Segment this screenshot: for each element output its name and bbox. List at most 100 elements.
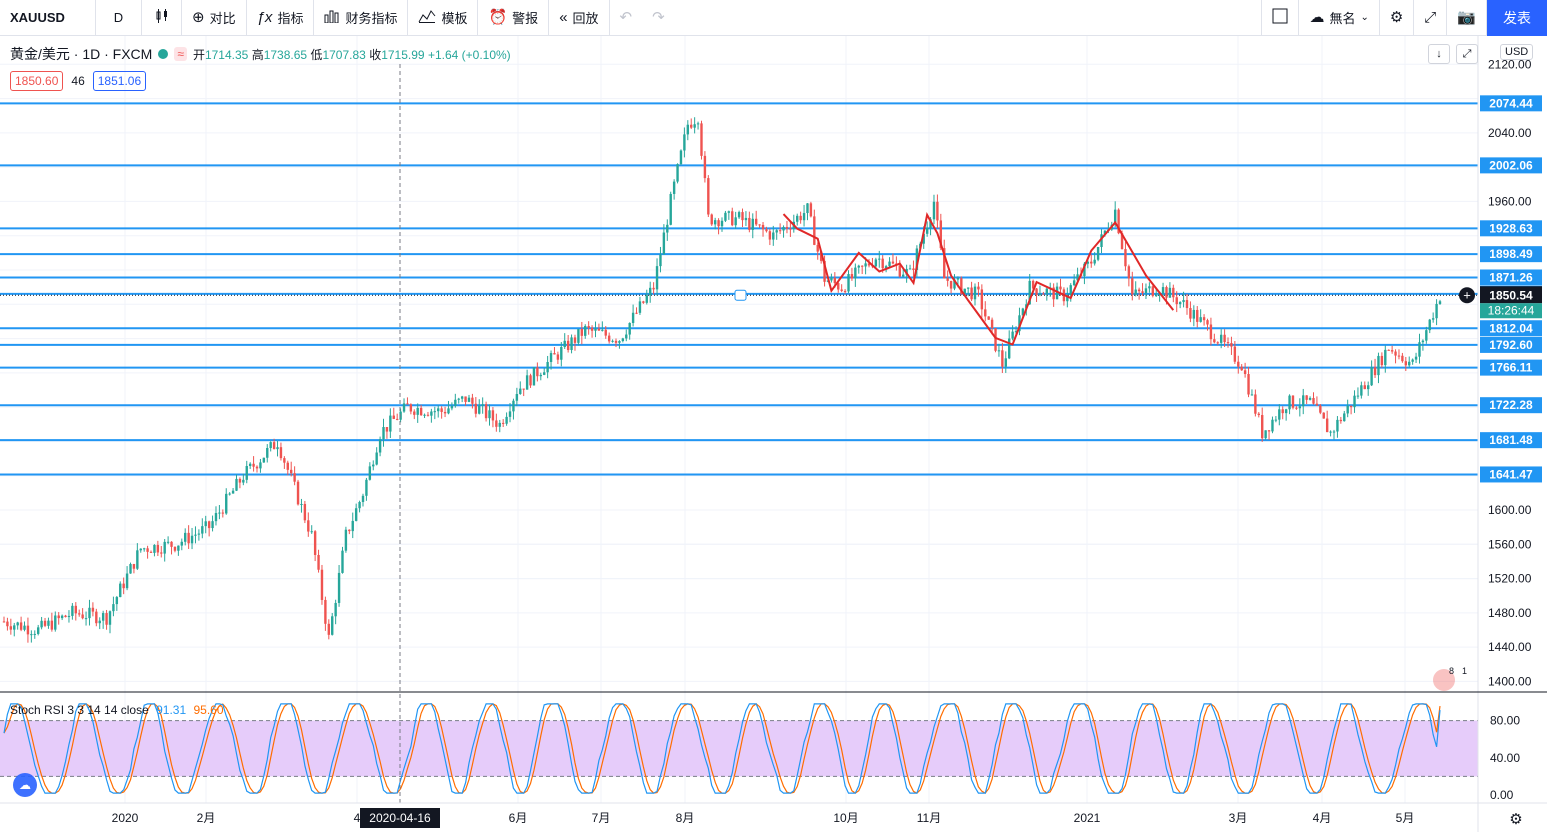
candle-body [426, 414, 430, 416]
level-price-label: 1766.11 [1490, 361, 1533, 375]
candle-body [327, 623, 331, 635]
candle-body [987, 316, 990, 320]
close-label: 收 [369, 47, 382, 62]
candle-body [259, 462, 262, 469]
candle-body [389, 415, 392, 432]
candle-body [1230, 343, 1233, 347]
time-axis-label: 6月 [509, 811, 528, 825]
alert-button[interactable]: ⏰ 警报 [478, 0, 550, 36]
candle-body [1233, 346, 1237, 362]
candle-body [1219, 334, 1223, 343]
high-label: 高 [251, 47, 264, 62]
candle-body [406, 403, 409, 405]
candle-body [966, 287, 970, 289]
candle-body [1001, 350, 1004, 367]
maximize-pane-button[interactable]: ⤢ [1456, 44, 1478, 64]
templates-button[interactable]: 模板 [408, 0, 479, 36]
candle-body [635, 312, 638, 314]
snapshot-button[interactable]: 📷 [1447, 0, 1487, 36]
candle-body [676, 164, 679, 182]
candle-body [1004, 358, 1007, 367]
chevron-down-icon: ⌄ [1360, 11, 1369, 23]
candle-body [1117, 209, 1120, 234]
candle-body [310, 531, 313, 533]
candle-body [867, 263, 871, 266]
zigzag-pattern-line[interactable] [782, 212, 1175, 346]
candle-body [980, 289, 984, 310]
candle-body [840, 289, 843, 291]
candle-body [136, 550, 139, 569]
candle-body [1035, 288, 1038, 295]
candle-body [744, 217, 748, 221]
settings-button[interactable]: ⚙ [1380, 0, 1415, 36]
candle-body [1267, 430, 1271, 432]
currency-label[interactable]: USD [1500, 44, 1534, 60]
events-flag-icon[interactable] [1433, 669, 1455, 691]
interval-button[interactable]: D [96, 0, 142, 36]
candle-body [645, 295, 648, 303]
scroll-down-button[interactable]: ↓ [1428, 44, 1450, 64]
time-axis-label: 3月 [1229, 811, 1248, 825]
add-alert-icon[interactable] [1459, 287, 1475, 304]
candle-body [1045, 288, 1049, 294]
candle-body [252, 463, 255, 467]
candle-body [464, 396, 467, 402]
candle-body [536, 367, 539, 377]
replay-button[interactable]: « 回放 [549, 0, 610, 36]
candle-body [1404, 361, 1408, 366]
candle-body [1414, 356, 1418, 360]
stoch-band [0, 720, 1478, 777]
candle-body [549, 353, 553, 363]
save-layout-button[interactable]: ☁ 無名 ⌄ [1299, 0, 1380, 36]
financials-button[interactable]: 财务指标 [314, 0, 409, 36]
candle-body [625, 334, 628, 339]
candle-body [778, 230, 782, 232]
candle-body [248, 463, 252, 466]
redo-button[interactable]: ↷ [642, 0, 675, 36]
candle-body [782, 226, 785, 231]
candle-body [522, 388, 525, 390]
line-handle[interactable] [734, 289, 747, 301]
candle-body [91, 607, 95, 612]
symbol-search-button[interactable]: XAUUSD [0, 0, 96, 36]
candle-body [225, 493, 228, 514]
pane-buttons: ↓ ⤢ [1428, 44, 1478, 64]
candle-body [307, 520, 310, 532]
candle-body [235, 478, 238, 491]
fullscreen-button[interactable]: ⤢ [1414, 0, 1448, 36]
open-value: 1714.35 [204, 47, 249, 62]
candle-body [587, 325, 590, 328]
candle-body [727, 211, 731, 213]
candle-body [1189, 308, 1192, 319]
candle-body [884, 266, 888, 269]
candle-body [1360, 385, 1363, 396]
candle-body [1240, 366, 1243, 371]
level-price-tag [1480, 220, 1542, 237]
candle-body [153, 544, 156, 553]
pattern-drawing[interactable] [782, 212, 1175, 346]
candle-body [819, 251, 823, 261]
horizontal-levels[interactable]: 2074.442002.061928.631898.491871.261852.… [0, 95, 1542, 483]
candle-body [556, 354, 560, 360]
compare-button[interactable]: ⊕ 对比 [182, 0, 247, 36]
undo-button[interactable]: ↶ [610, 0, 643, 36]
candle-body [64, 615, 67, 618]
candle-body [43, 620, 47, 626]
layout-select-button[interactable] [1261, 0, 1300, 36]
candle-body [929, 219, 932, 228]
bar-chart-icon [324, 9, 340, 26]
sell-button[interactable]: 1850.60 [10, 71, 64, 91]
chart-type-button[interactable] [142, 0, 182, 36]
publish-button[interactable]: 发表 [1487, 0, 1547, 36]
chart-canvas[interactable]: 2074.442002.061928.631898.491871.261852.… [0, 36, 1547, 832]
candle-body [1401, 355, 1404, 362]
candle-body [6, 621, 9, 627]
arrow-down-icon: ↓ [1436, 48, 1442, 60]
candle-body [1175, 297, 1178, 305]
candle-body [348, 529, 351, 532]
buy-button[interactable]: 1851.06 [92, 71, 147, 91]
candle-body [737, 212, 741, 218]
candle-body [713, 220, 717, 225]
candle-body [122, 583, 125, 589]
indicators-button[interactable]: ƒx 指标 [247, 0, 315, 36]
